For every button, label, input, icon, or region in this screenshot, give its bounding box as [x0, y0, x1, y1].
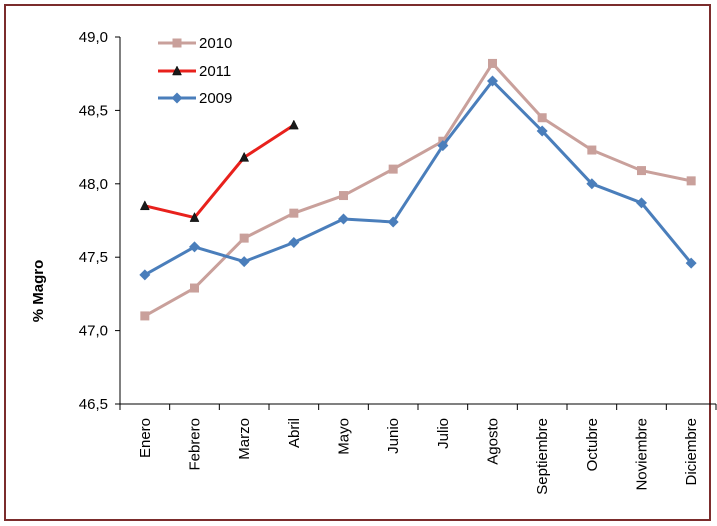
- data-point-2011: [139, 200, 150, 211]
- series-layer: [139, 58, 697, 321]
- data-point-2010: [488, 58, 497, 68]
- legend-label: 2009: [199, 90, 232, 107]
- x-tick-label: Abril: [286, 418, 303, 448]
- data-point-2010: [140, 311, 150, 321]
- data-point-2009: [536, 125, 548, 137]
- data-point-2011: [239, 151, 250, 162]
- data-point-2009: [189, 241, 200, 253]
- series-2009: [139, 75, 697, 281]
- data-point-2009: [288, 237, 300, 249]
- x-tick-label: Enero: [137, 418, 154, 458]
- series-line-2010: [144, 61, 692, 318]
- legend: 2010 2011 2009: [158, 35, 232, 107]
- series-line-2009: [144, 79, 693, 277]
- data-point-2010: [637, 166, 646, 176]
- legend-item-2009: 2009: [158, 90, 232, 107]
- data-point-2010: [686, 176, 696, 186]
- y-tick-label: 46,5: [79, 396, 108, 413]
- data-point-2009: [139, 269, 151, 281]
- data-point-2009: [636, 197, 647, 209]
- x-tick-label: Diciembre: [683, 418, 700, 486]
- data-point-2010: [239, 233, 249, 243]
- x-tick-label: Febrero: [187, 418, 204, 471]
- data-point-2009: [387, 216, 399, 228]
- series-2011: [139, 119, 299, 222]
- data-point-2011: [288, 119, 299, 130]
- data-point-2009: [437, 140, 449, 152]
- legend-item-2011: 2011: [158, 63, 231, 80]
- data-point-2010: [190, 283, 199, 293]
- y-axis-label: % Magro: [30, 260, 47, 323]
- data-point-2010: [339, 191, 348, 201]
- axes: 46,5 47,0 47,5 48,0 48,5 49,0 Enero Febrero Marz…: [79, 29, 717, 495]
- x-tick-label: Agosto: [485, 418, 502, 465]
- y-tick-label: 48,5: [79, 102, 108, 119]
- x-tick-label: Mayo: [336, 418, 353, 455]
- data-point-2009: [586, 178, 598, 190]
- data-point-2011: [189, 212, 200, 222]
- series-2010: [140, 58, 696, 321]
- y-tick-label: 48,0: [79, 176, 108, 193]
- legend-label: 2010: [199, 35, 232, 52]
- legend-label: 2011: [199, 63, 231, 80]
- x-tick-label: Junio: [385, 418, 402, 454]
- legend-item-2010: 2010: [158, 35, 232, 52]
- y-tick-label: 47,0: [79, 323, 108, 340]
- x-tick-label: Noviembre: [634, 418, 651, 491]
- data-point-2010: [388, 164, 398, 174]
- data-point-2009: [487, 75, 498, 87]
- x-tick-label: Septiembre: [534, 418, 551, 495]
- series-line-2011: [144, 123, 295, 220]
- data-point-2009: [338, 213, 349, 225]
- x-tick-label: Octubre: [584, 418, 601, 471]
- chart-frame: [4, 4, 711, 521]
- legend-marker: [172, 65, 182, 76]
- x-tick-label: Julio: [435, 418, 452, 449]
- x-tick-label: Marzo: [236, 418, 253, 460]
- data-point-2010: [587, 145, 597, 155]
- y-tick-label: 47,5: [79, 249, 108, 266]
- data-point-2010: [289, 208, 299, 218]
- data-point-2010: [537, 113, 547, 123]
- data-point-2009: [685, 257, 697, 269]
- y-tick-label: 49,0: [79, 29, 108, 46]
- legend-marker: [171, 92, 183, 104]
- data-point-2009: [238, 256, 250, 268]
- legend-marker: [172, 38, 182, 48]
